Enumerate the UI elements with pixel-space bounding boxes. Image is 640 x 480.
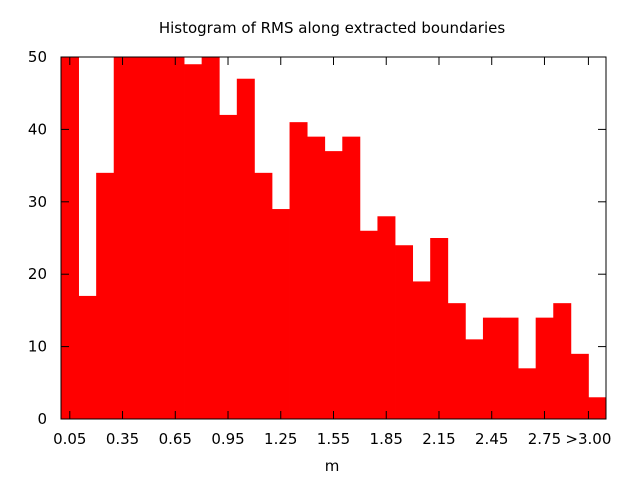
x-tick-label: 0.35 (106, 430, 139, 448)
y-tick-label: 20 (28, 265, 47, 283)
histogram-bar (254, 172, 273, 419)
y-axis-ticks: 0 10 20 30 40 50 (28, 48, 606, 428)
histogram-bar (131, 57, 150, 419)
histogram-bar (324, 151, 343, 419)
histogram-bar (307, 136, 326, 419)
y-tick-label: 50 (28, 48, 47, 66)
x-axis-label: m (325, 457, 340, 475)
histogram-bar (342, 136, 361, 419)
histogram-bar (61, 57, 79, 419)
histogram-bar (395, 245, 414, 419)
histogram-bar (359, 230, 378, 419)
histogram-bar (271, 209, 290, 419)
histogram-bar (184, 64, 203, 420)
y-tick-label: 40 (28, 120, 47, 138)
x-tick-label: 1.25 (264, 430, 297, 448)
histogram-bar (289, 122, 308, 419)
histogram-bar (96, 172, 115, 419)
x-tick-label: 0.95 (211, 430, 244, 448)
histogram-bar (465, 339, 484, 419)
histogram-bar (201, 57, 220, 419)
histogram-bar (412, 281, 431, 419)
bars-group (61, 57, 607, 420)
y-tick-label: 30 (28, 193, 47, 211)
histogram-bar (148, 57, 167, 419)
histogram-bar (166, 57, 185, 419)
chart-title: Histogram of RMS along extracted boundar… (159, 19, 506, 37)
histogram-bar (553, 303, 572, 419)
x-tick-label: 2.45 (475, 430, 508, 448)
x-tick-label: 0.65 (159, 430, 192, 448)
histogram-bar (430, 238, 449, 419)
histogram-bar (236, 78, 255, 419)
histogram-bar (219, 114, 238, 420)
x-tick-label: 0.05 (53, 430, 86, 448)
histogram-bar (500, 317, 519, 419)
histogram-bar (482, 317, 501, 419)
histogram-bar (535, 317, 554, 419)
y-tick-label: 0 (37, 410, 47, 428)
x-tick-label: 1.55 (317, 430, 350, 448)
x-axis-ticks: 0.05 0.35 0.65 0.95 1.25 1.55 1.85 2.15 2.45 2.75… (53, 57, 611, 448)
x-tick-label: 2.75 (528, 430, 561, 448)
histogram-bar (447, 303, 466, 419)
histogram-bar (570, 353, 589, 419)
histogram-bar (588, 397, 607, 419)
histogram-bar (377, 216, 396, 419)
x-tick-label: 1.85 (370, 430, 403, 448)
y-tick-label: 10 (28, 338, 47, 356)
x-tick-label: 2.15 (422, 430, 455, 448)
x-tick-label: >3.00 (565, 430, 611, 448)
histogram-bar (78, 295, 97, 419)
histogram-bar (113, 57, 132, 419)
histogram-bar (518, 368, 537, 419)
